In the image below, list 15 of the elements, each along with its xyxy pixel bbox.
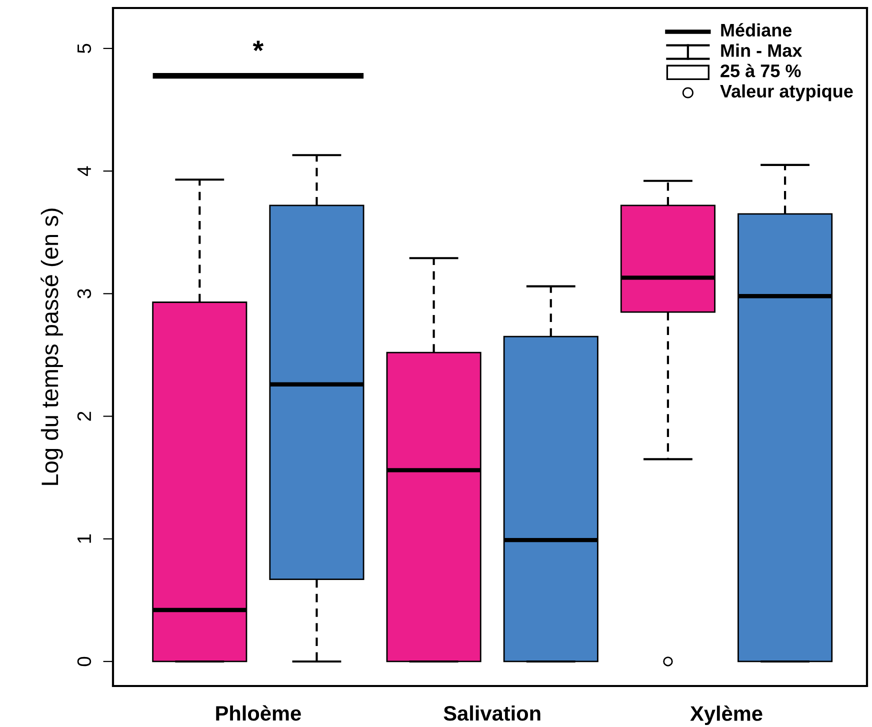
x-tick-label: Phloème [216,705,301,721]
y-tick-label: 0 [77,656,92,666]
y-axis-title: Log du temps passé (en s) [40,208,63,485]
y-tick-label: 1 [78,534,91,543]
annotation: 25 à 75 % [720,64,801,78]
annotation: * [252,40,264,52]
y-tick-label: 2 [77,412,91,421]
x-tick-label: Salivation [444,705,540,721]
y-tick-label: 4 [78,166,91,176]
y-tick-label: 5 [78,44,92,54]
annotation: Valeur atypique [720,84,853,102]
x-tick-label: Xylème [690,705,762,726]
annotation: Médiane [721,23,792,37]
y-tick-label: 3 [77,289,92,298]
annotation: Min - Max [721,44,802,57]
